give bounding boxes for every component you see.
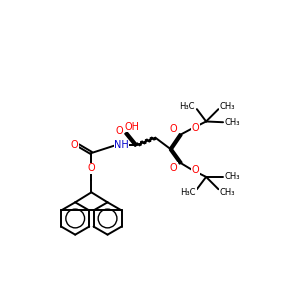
Text: O: O [170,163,178,173]
Text: H₃C: H₃C [179,102,195,111]
Text: O: O [70,140,78,150]
Text: CH₃: CH₃ [219,102,235,111]
Text: O: O [191,123,199,134]
Text: CH₃: CH₃ [225,172,240,182]
Text: CH₃: CH₃ [219,188,235,197]
Text: O: O [191,165,199,175]
Text: O: O [115,127,123,136]
Text: OH: OH [125,122,140,132]
Text: O: O [88,164,95,173]
Text: CH₃: CH₃ [225,118,240,127]
Text: NH: NH [114,140,129,150]
Text: H₃C: H₃C [181,188,196,197]
Text: O: O [169,124,177,134]
